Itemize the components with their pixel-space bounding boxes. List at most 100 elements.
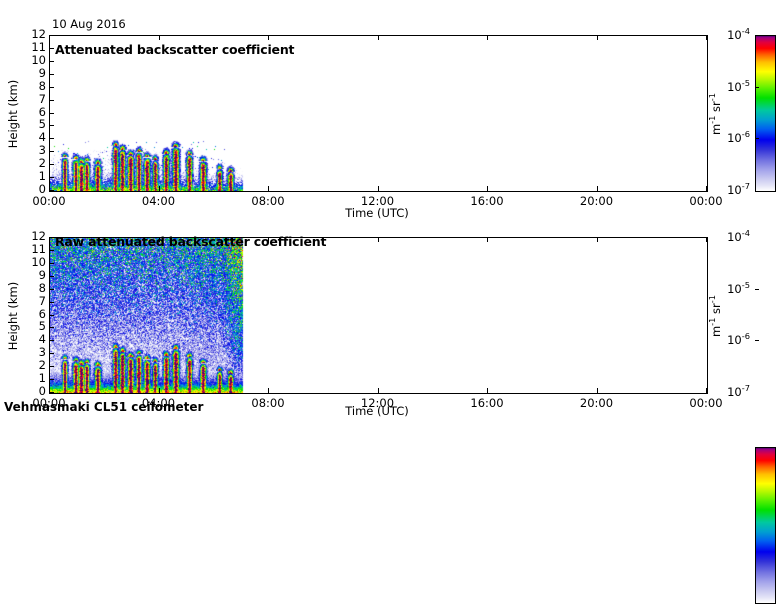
x-tick-mark-bottom <box>596 388 598 393</box>
y-tick-mark <box>49 275 54 277</box>
y-tick-label: 6 <box>38 104 46 119</box>
y-tick-label: 0 <box>38 182 46 196</box>
x-tick-label: 08:00 <box>251 396 285 410</box>
y-tick-label: 8 <box>38 280 46 295</box>
panel-attenuated: 10 Aug 2016 Attenuated backscatter coeff… <box>0 0 780 220</box>
y-tick-label: 12 <box>31 27 46 41</box>
y-tick-label: 7 <box>38 91 46 106</box>
y-tick-mark <box>49 392 54 393</box>
x-axis-label-raw: Time (UTC) <box>345 404 409 418</box>
y-tick-label: 11 <box>31 241 46 256</box>
colorbar-tick-mark <box>755 288 759 290</box>
x-tick-label: 04:00 <box>141 396 176 410</box>
y-tick-label: 3 <box>38 143 46 158</box>
y-tick-mark <box>49 366 54 368</box>
x-tick-mark-bottom <box>377 186 379 191</box>
x-tick-label: 00:00 <box>689 194 723 208</box>
y-axis-ticks-attenuated: 0 1 2 3 4 5 6 7 8 9 10 11 12 <box>18 28 46 194</box>
colorbar-tick-label: 10-4 <box>727 228 750 244</box>
y-tick-mark <box>49 301 54 303</box>
x-tick-label: 12:00 <box>360 396 395 410</box>
y-tick-label: 2 <box>38 156 46 171</box>
colorbar-tick-label: 10-5 <box>727 279 750 296</box>
y-tick-mark <box>49 237 54 238</box>
colorbar-tick-label: 10-6 <box>727 129 750 146</box>
panel-raw <box>0 210 780 604</box>
colorbar-tick-label: 10-7 <box>727 181 750 197</box>
x-tick-mark-bottom <box>487 388 488 393</box>
date-stamp: 10 Aug 2016 <box>52 17 126 31</box>
y-tick-label: 9 <box>38 65 46 80</box>
colorbar-tick-label: 10-5 <box>727 77 750 94</box>
y-tick-label: 4 <box>38 332 46 347</box>
heatmap-attenuated <box>50 36 707 191</box>
colorbar-tick-label: 10-7 <box>727 383 750 399</box>
x-tick-mark-bottom <box>268 388 269 393</box>
y-tick-label: 0 <box>38 384 46 398</box>
y-tick-mark <box>49 340 54 342</box>
x-tick-mark-top <box>487 237 488 242</box>
x-tick-label: 00:00 <box>32 194 66 208</box>
x-tick-mark-top <box>158 35 160 40</box>
y-tick-label: 2 <box>38 358 46 373</box>
x-tick-label: 08:00 <box>251 194 285 208</box>
y-tick-label: 3 <box>38 345 46 360</box>
x-tick-label: 20:00 <box>579 194 614 208</box>
y-axis-ticks-raw: 0 1 2 3 4 5 6 7 8 9 10 11 12 <box>18 230 46 396</box>
y-axis-label-attenuated: Height (km) <box>6 79 20 149</box>
y-tick-mark <box>49 112 54 114</box>
y-tick-mark <box>49 125 54 127</box>
x-tick-label: 20:00 <box>579 396 614 410</box>
heatmap-raw <box>50 238 707 393</box>
x-tick-mark-top <box>49 237 50 242</box>
plot-title-attenuated: Attenuated backscatter coefficient <box>55 42 295 57</box>
x-tick-label: 00:00 <box>689 396 723 410</box>
x-tick-mark-top <box>487 35 488 40</box>
x-tick-label: 12:00 <box>360 194 395 208</box>
y-tick-label: 11 <box>31 39 46 54</box>
colorbar-tick-mark <box>755 138 759 140</box>
y-tick-label: 5 <box>38 319 46 334</box>
y-tick-mark <box>49 151 54 153</box>
colorbar-label-attenuated: m-1 sr-1 <box>707 92 723 136</box>
plot-title-raw: Raw attenuated backscatter coefficient <box>55 234 327 249</box>
y-tick-mark <box>49 262 54 264</box>
colorbar-raw <box>755 447 776 604</box>
x-tick-mark-top <box>596 237 598 242</box>
y-tick-label: 4 <box>38 130 46 145</box>
x-tick-mark-bottom <box>49 388 50 393</box>
x-tick-label: 04:00 <box>141 194 176 208</box>
colorbar-tick-mark <box>755 86 759 88</box>
plot-area-attenuated <box>49 35 708 192</box>
y-tick-mark <box>49 379 54 381</box>
x-axis-label-attenuated: Time (UTC) <box>345 206 409 220</box>
colorbar-tick-label: 10-4 <box>727 26 750 42</box>
y-tick-label: 9 <box>38 267 46 282</box>
y-tick-mark <box>49 35 54 36</box>
y-tick-mark <box>49 47 54 49</box>
colorbar-ticks-raw: 10-4 10-5 10-6 10-7 <box>706 229 750 399</box>
y-tick-mark <box>49 249 54 251</box>
y-axis-label-raw: Height (km) <box>6 281 20 351</box>
y-tick-mark <box>49 60 54 62</box>
x-tick-mark-bottom <box>49 186 50 191</box>
y-tick-label: 6 <box>38 306 46 321</box>
x-tick-mark-bottom <box>706 388 707 393</box>
y-tick-mark <box>49 99 54 101</box>
x-tick-mark-top <box>706 35 707 40</box>
x-tick-mark-top <box>49 35 50 40</box>
x-tick-label: 16:00 <box>470 396 504 410</box>
x-tick-mark-top <box>377 35 379 40</box>
y-tick-label: 1 <box>38 169 46 184</box>
x-tick-mark-bottom <box>377 388 379 393</box>
colorbar-label-raw: m-1 sr-1 <box>707 294 723 338</box>
y-tick-label: 8 <box>38 78 46 93</box>
x-tick-mark-bottom <box>596 186 598 191</box>
colorbar-ticks-attenuated: 10-4 10-5 10-6 10-7 <box>706 27 750 197</box>
y-tick-label: 10 <box>31 254 46 269</box>
plot-area-raw <box>49 237 708 394</box>
footer-instrument-label: Vehmasmaki CL51 ceilometer <box>4 400 204 414</box>
x-tick-label: 16:00 <box>470 194 504 208</box>
colorbar-tick-label: 10-6 <box>727 331 750 348</box>
x-tick-mark-bottom <box>158 186 160 191</box>
